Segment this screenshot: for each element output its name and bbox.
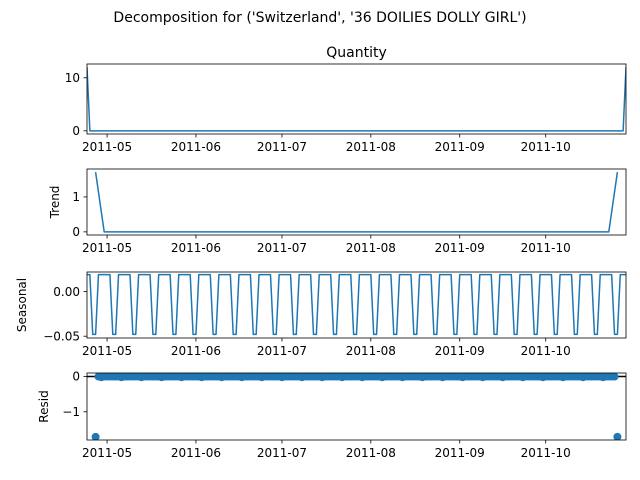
trend-x-tick-label: 2011-05 (82, 241, 132, 255)
resid-plot-area (87, 373, 626, 440)
resid-x-tick-label: 2011-08 (346, 446, 396, 460)
resid-x-tick-label: 2011-09 (435, 446, 485, 460)
seasonal-x-tick-label: 2011-07 (257, 344, 307, 358)
quantity-y-tick-label: 0 (72, 124, 80, 138)
quantity-x-tick-label: 2011-10 (521, 140, 571, 154)
quantity-x-tick-label: 2011-08 (346, 140, 396, 154)
quantity-axes-frame (86, 63, 627, 135)
resid-point (610, 373, 619, 381)
resid-x-tick-label: 2011-06 (171, 446, 221, 460)
trend-axes-frame (86, 168, 627, 236)
panel-quantity: 0 10 2011-05 2011-06 2011-07 2011-08 2011-09 20… (65, 45, 627, 154)
seasonal-x-tick-label: 2011-09 (435, 344, 485, 358)
seasonal-axes-frame (86, 271, 627, 339)
resid-x-tick-label: 2011-10 (521, 446, 571, 460)
seasonal-series-line (87, 273, 626, 336)
resid-y-axis-label: Resid (37, 390, 51, 422)
trend-x-tick-label: 2011-06 (171, 241, 221, 255)
seasonal-y-axis-label: Seasonal (15, 278, 29, 332)
resid-y-tick-label: 0 (72, 370, 80, 384)
quantity-panel-title: Quantity (326, 45, 387, 61)
figure-title: Decomposition for ('Switzerland', '36 DO… (113, 10, 526, 26)
trend-x-tick-label: 2011-08 (346, 241, 396, 255)
quantity-x-tick-label: 2011-06 (171, 140, 221, 154)
trend-series-line (94, 172, 619, 233)
quantity-x-tick-label: 2011-07 (257, 140, 307, 154)
panel-trend: 0 1 2011-05 2011-06 2011-07 2011-08 2011-09 201… (48, 168, 627, 255)
seasonal-y-tick-label: 0.00 (53, 285, 80, 299)
seasonal-plot-area (87, 273, 626, 336)
quantity-plot-area (87, 67, 626, 132)
seasonal-x-tick-label: 2011-06 (171, 344, 221, 358)
resid-x-tick-label: 2011-05 (82, 446, 132, 460)
quantity-x-tick-label: 2011-05 (82, 140, 132, 154)
trend-x-tick-label: 2011-10 (521, 241, 571, 255)
seasonal-x-tick-label: 2011-05 (82, 344, 132, 358)
seasonal-x-tick-label: 2011-08 (346, 344, 396, 358)
trend-x-tick-label: 2011-07 (257, 241, 307, 255)
resid-axes-frame (86, 372, 627, 441)
seasonal-x-tick-label: 2011-10 (521, 344, 571, 358)
trend-y-axis-label: Trend (48, 186, 62, 220)
resid-x-tick-label: 2011-07 (257, 446, 307, 460)
panel-resid: 0 −1 2011-05 2011-06 2011-07 2011-08 2011-09 20… (37, 370, 627, 460)
trend-x-tick-label: 2011-09 (435, 241, 485, 255)
quantity-y-tick-label: 10 (65, 71, 80, 85)
seasonal-y-tick-label: −0.05 (43, 329, 80, 343)
quantity-series-line (87, 67, 626, 132)
trend-plot-area (94, 172, 619, 233)
resid-point (91, 432, 100, 440)
trend-y-tick-label: 0 (72, 225, 80, 239)
trend-y-tick-label: 1 (72, 190, 80, 204)
resid-point (613, 432, 622, 440)
resid-y-tick-label: −1 (62, 405, 80, 419)
quantity-x-tick-label: 2011-09 (435, 140, 485, 154)
